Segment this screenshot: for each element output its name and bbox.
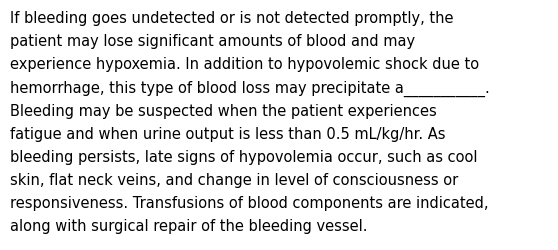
Text: If bleeding goes undetected or is not detected promptly, the: If bleeding goes undetected or is not de… — [10, 11, 454, 26]
Text: responsiveness. Transfusions of blood components are indicated,: responsiveness. Transfusions of blood co… — [10, 195, 489, 210]
Text: bleeding persists, late signs of hypovolemia occur, such as cool: bleeding persists, late signs of hypovol… — [10, 149, 478, 164]
Text: hemorrhage, this type of blood loss may precipitate a___________.: hemorrhage, this type of blood loss may … — [10, 80, 490, 96]
Text: fatigue and when urine output is less than 0.5 mL/kg/hr. As: fatigue and when urine output is less th… — [10, 126, 445, 141]
Text: experience hypoxemia. In addition to hypovolemic shock due to: experience hypoxemia. In addition to hyp… — [10, 57, 479, 72]
Text: Bleeding may be suspected when the patient experiences: Bleeding may be suspected when the patie… — [10, 103, 437, 118]
Text: patient may lose significant amounts of blood and may: patient may lose significant amounts of … — [10, 34, 415, 49]
Text: along with surgical repair of the bleeding vessel.: along with surgical repair of the bleedi… — [10, 218, 368, 233]
Text: skin, flat neck veins, and change in level of consciousness or: skin, flat neck veins, and change in lev… — [10, 172, 458, 187]
